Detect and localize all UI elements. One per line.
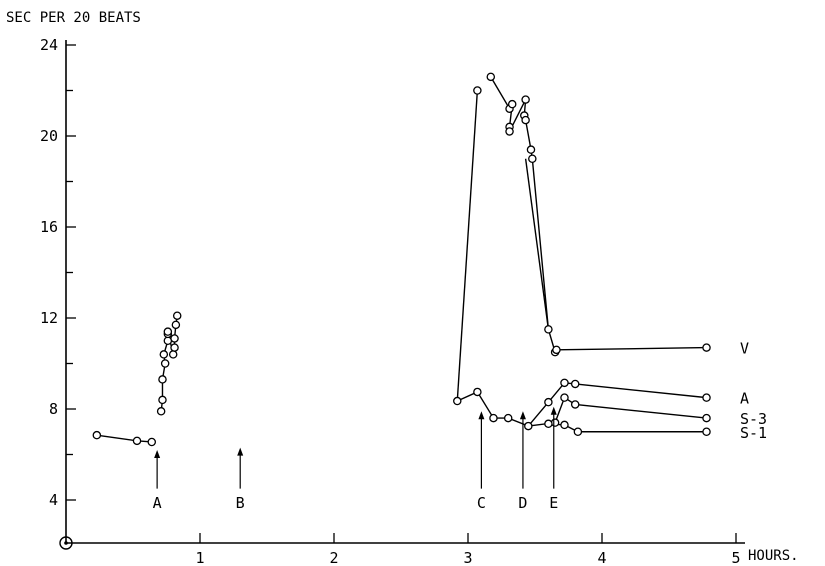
x-tick-label: 2 — [329, 549, 338, 566]
event-label: C — [477, 494, 486, 512]
data-point — [560, 420, 569, 430]
data-point — [159, 350, 169, 359]
data-point — [521, 115, 530, 125]
x-axis-label: HOURS. — [748, 548, 799, 564]
y-tick-label: 4 — [49, 491, 58, 509]
data-point — [172, 311, 182, 320]
y-tick-label: 8 — [49, 400, 58, 418]
x-tick-label: 4 — [597, 549, 606, 566]
event-label: A — [153, 494, 162, 512]
event-arrow-head — [154, 449, 161, 458]
data-point — [171, 320, 181, 330]
data-points-group — [92, 72, 711, 447]
data-point — [570, 400, 580, 409]
data-point — [503, 413, 513, 423]
series-lines-group — [96, 76, 707, 443]
series-label: A — [740, 390, 749, 408]
data-point — [544, 325, 553, 334]
data-point — [521, 95, 530, 104]
data-point — [507, 99, 517, 109]
data-point — [528, 154, 537, 163]
event-arrow-head — [519, 411, 526, 420]
data-point — [156, 407, 166, 416]
data-point — [526, 145, 536, 154]
data-point — [524, 421, 533, 431]
data-point — [92, 430, 102, 440]
data-point — [158, 375, 167, 384]
data-point — [489, 413, 498, 423]
series-label: S-3 — [740, 410, 767, 428]
data-point — [702, 343, 711, 352]
event-label: D — [518, 494, 527, 512]
data-point — [702, 393, 711, 402]
series-line — [548, 423, 707, 433]
y-tick-label: 12 — [40, 309, 58, 327]
series-label: V — [740, 340, 749, 358]
data-point — [544, 419, 553, 429]
series-label: S-1 — [740, 424, 767, 442]
y-axis-label: SEC PER 20 BEATS — [6, 10, 141, 26]
data-point — [550, 418, 560, 427]
data-point — [473, 387, 482, 397]
data-point — [160, 359, 170, 368]
event-arrow-head — [550, 406, 557, 415]
x-tick-label: 5 — [731, 549, 740, 566]
event-arrow-head — [237, 447, 244, 456]
series-labels-group: V A S-3S-1 — [740, 340, 767, 442]
data-point — [170, 343, 179, 352]
series-line — [456, 90, 479, 402]
event-label: E — [549, 494, 558, 512]
data-point — [552, 345, 561, 355]
data-point — [560, 393, 569, 402]
data-point — [473, 86, 482, 95]
data-point — [170, 334, 179, 343]
data-point — [168, 350, 178, 359]
data-point — [453, 396, 462, 406]
data-point — [505, 127, 514, 136]
x-tick-label: 3 — [463, 549, 472, 566]
data-point — [573, 427, 583, 436]
data-point — [560, 378, 569, 388]
connector-line — [524, 158, 550, 330]
y-tick-label: 20 — [40, 127, 58, 145]
data-point — [158, 395, 167, 405]
origin-marker — [59, 536, 73, 550]
data-point — [147, 437, 157, 447]
y-tick-label: 24 — [40, 36, 58, 54]
data-point — [132, 436, 142, 446]
annotations-group: A B C D E — [153, 406, 558, 512]
event-label: B — [236, 494, 245, 512]
series-line — [96, 434, 152, 443]
origin-dot — [64, 541, 68, 545]
y-tick-label: 16 — [40, 218, 58, 236]
x-tick-label: 1 — [195, 549, 204, 566]
data-point — [702, 413, 711, 423]
data-point — [486, 72, 496, 82]
data-point — [544, 397, 553, 407]
data-point — [702, 427, 711, 436]
event-arrow-head — [478, 411, 485, 420]
data-point — [570, 379, 580, 389]
data-point — [163, 327, 173, 336]
